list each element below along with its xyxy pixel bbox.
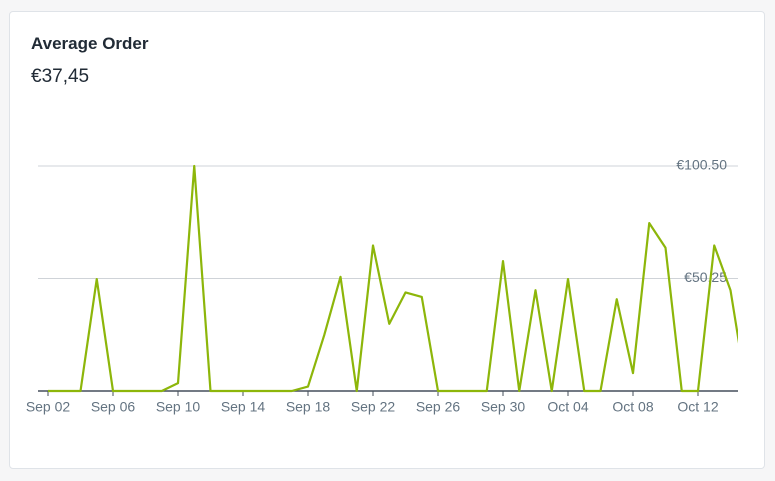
card-value: €37,45 [31, 66, 90, 87]
x-tick-label: Sep 18 [286, 399, 331, 415]
x-tick-label: Sep 26 [416, 399, 461, 415]
x-tick-label: Sep 06 [91, 399, 136, 415]
card-title: Average Order [31, 34, 149, 53]
y-tick-label: €50.25 [684, 269, 727, 285]
x-tick-label: Sep 30 [481, 399, 526, 415]
series-line [48, 164, 738, 393]
x-tick-label: Sep 02 [26, 399, 71, 415]
x-tick-label: Oct 08 [612, 399, 653, 415]
x-tick-label: Sep 22 [351, 399, 396, 415]
y-tick-label: €100.50 [676, 157, 727, 173]
plot [48, 164, 738, 393]
x-tick-label: Sep 10 [156, 399, 201, 415]
x-tick-label: Oct 04 [547, 399, 588, 415]
card: Average Order €37,45 [9, 11, 765, 469]
x-tick-label: Oct 12 [677, 399, 718, 415]
x-tick-label: Sep 14 [221, 399, 266, 415]
